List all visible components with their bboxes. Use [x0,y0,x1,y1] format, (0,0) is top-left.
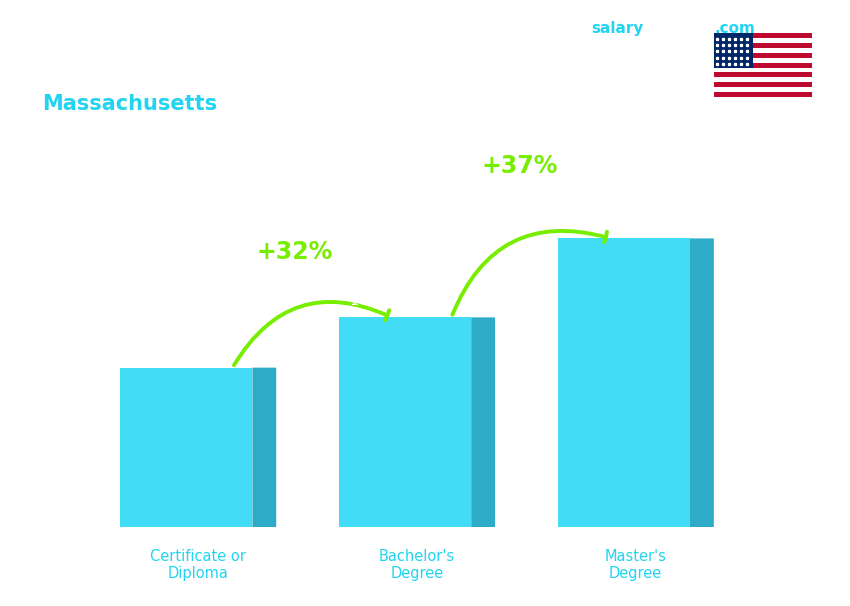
Bar [714,53,812,58]
Bar [714,33,812,38]
Bar [714,82,812,87]
Text: 101,000 USD: 101,000 USD [350,293,446,308]
Text: Salary Comparison By Education: Salary Comparison By Education [42,21,524,47]
Text: +37%: +37% [481,154,558,178]
Text: Massachusetts: Massachusetts [42,94,218,114]
Bar [714,48,812,53]
Polygon shape [339,318,471,527]
Polygon shape [471,318,495,527]
Bar [714,58,812,62]
Polygon shape [252,368,276,527]
Text: Mobile Developer: Mobile Developer [42,64,201,82]
Polygon shape [690,238,714,527]
Bar [714,33,753,68]
Polygon shape [120,368,252,527]
Bar [714,87,812,92]
Text: 76,800 USD: 76,800 USD [136,344,223,359]
Bar [714,78,812,82]
Text: +32%: +32% [257,240,333,264]
Text: 139,000 USD: 139,000 USD [569,215,666,229]
Text: Master's
Degree: Master's Degree [604,549,666,581]
Bar [714,62,812,68]
FancyArrowPatch shape [452,231,607,315]
FancyArrowPatch shape [234,302,389,365]
Text: Bachelor's
Degree: Bachelor's Degree [379,549,455,581]
Bar [714,68,812,73]
Polygon shape [558,238,690,527]
Text: explorer: explorer [644,21,717,36]
Bar [714,73,812,78]
Bar [714,92,812,97]
Text: salary: salary [591,21,643,36]
Text: Average Yearly Salary: Average Yearly Salary [826,289,836,402]
Bar [714,43,812,48]
Text: .com: .com [714,21,755,36]
Bar [714,38,812,43]
Text: Certificate or
Diploma: Certificate or Diploma [150,549,246,581]
